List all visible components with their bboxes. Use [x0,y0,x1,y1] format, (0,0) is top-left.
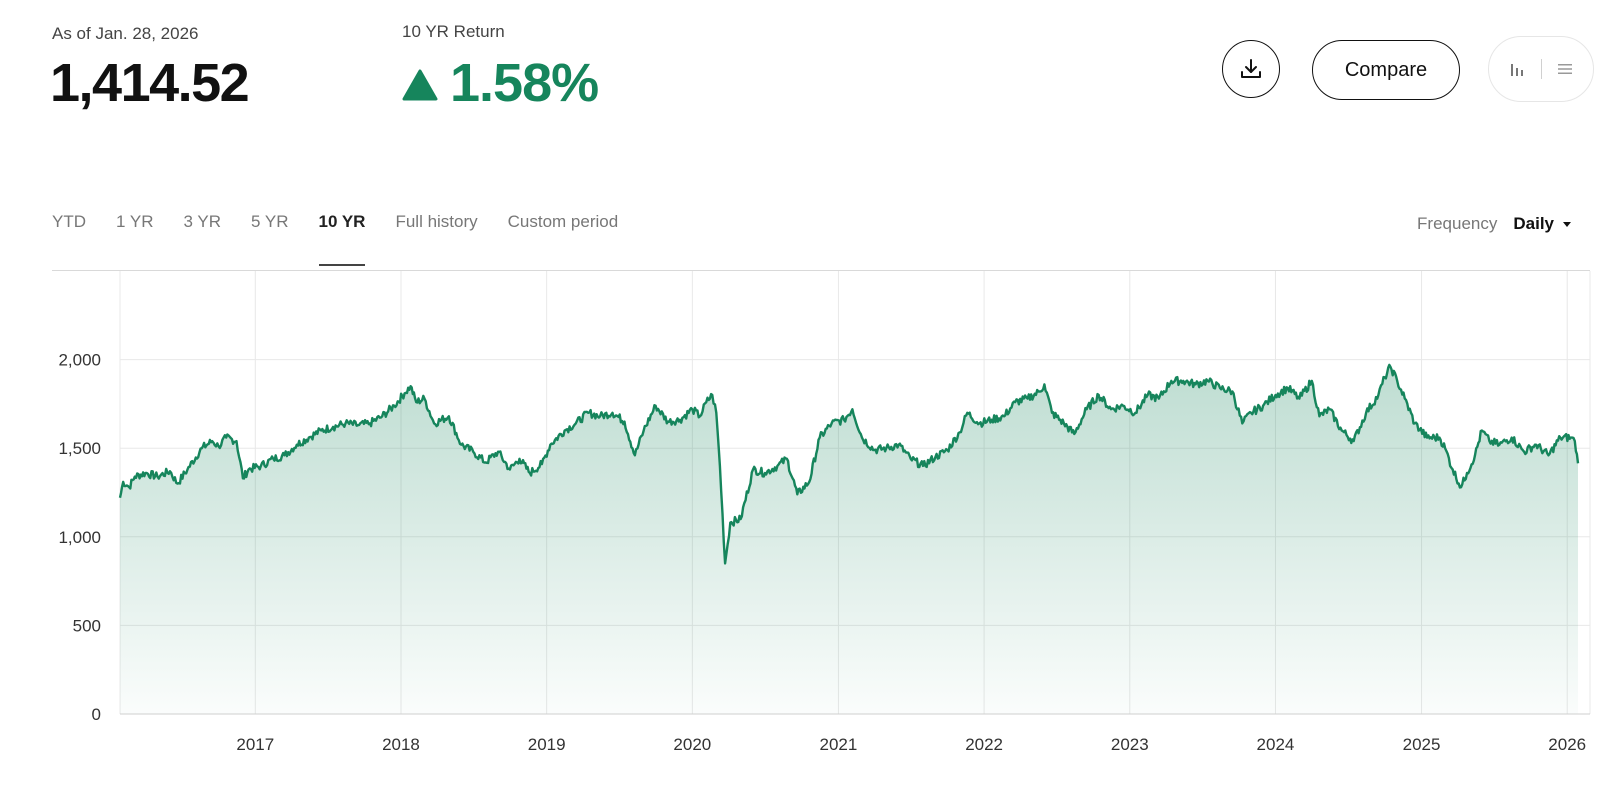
download-icon [1241,59,1261,78]
return-label: 10 YR Return [402,22,505,41]
price-chart: 0 500 1,000 1,500 2,000 2017 2018 2019 2020 2021… [58,271,1591,754]
price-area [120,364,1578,714]
return-value: 1.58% [450,53,599,113]
y-tick-label: 0 [92,705,101,724]
frequency-label: Frequency [1417,214,1498,233]
x-tick-label: 2022 [965,735,1003,754]
x-tick-label: 2019 [528,735,566,754]
view-toggle-separator [1540,59,1542,79]
x-tick-label: 2020 [673,735,711,754]
list-icon [1557,64,1572,74]
download-button[interactable] [1222,40,1280,98]
tab-custom-period[interactable]: Custom period [507,212,619,231]
frequency-value: Daily [1513,214,1554,233]
view-toggle [1488,36,1594,102]
tab-10yr[interactable]: 10 YR [318,212,365,266]
as-of-label: As of Jan. 28, 2026 [52,24,199,43]
x-tick-label: 2018 [382,735,420,754]
x-tick-label: 2025 [1403,735,1441,754]
y-tick-label: 2,000 [58,351,101,370]
price-line [118,363,1580,565]
tabs-divider [52,270,1590,271]
tab-full-history[interactable]: Full history [395,212,478,231]
tab-ytd[interactable]: YTD [52,212,86,231]
x-tick-label: 2017 [236,735,274,754]
bar-chart-icon [1510,64,1523,76]
caret-down-icon [1563,222,1571,227]
x-tick-label: 2023 [1111,735,1149,754]
compare-button[interactable]: Compare [1312,40,1460,100]
x-tick-label: 2024 [1257,735,1295,754]
triangle-up-icon [402,69,438,101]
x-tick-label: 2021 [820,735,858,754]
y-tick-label: 1,500 [58,439,101,458]
index-value: 1,414.52 [50,53,250,113]
list-view-button[interactable] [1554,58,1576,80]
y-tick-label: 500 [73,616,101,635]
return-row: 1.58% [402,52,599,114]
frequency-selector[interactable]: Frequency Daily [1417,214,1572,234]
tab-3yr[interactable]: 3 YR [183,212,222,231]
tab-1yr[interactable]: 1 YR [116,212,154,231]
tab-5yr[interactable]: 5 YR [251,212,289,231]
bar-chart-view-button[interactable] [1507,58,1529,80]
y-tick-label: 1,000 [58,528,101,547]
period-tabs: YTD 1 YR 3 YR 5 YR 10 YR Full history Cu… [52,212,648,266]
x-tick-label: 2026 [1548,735,1586,754]
